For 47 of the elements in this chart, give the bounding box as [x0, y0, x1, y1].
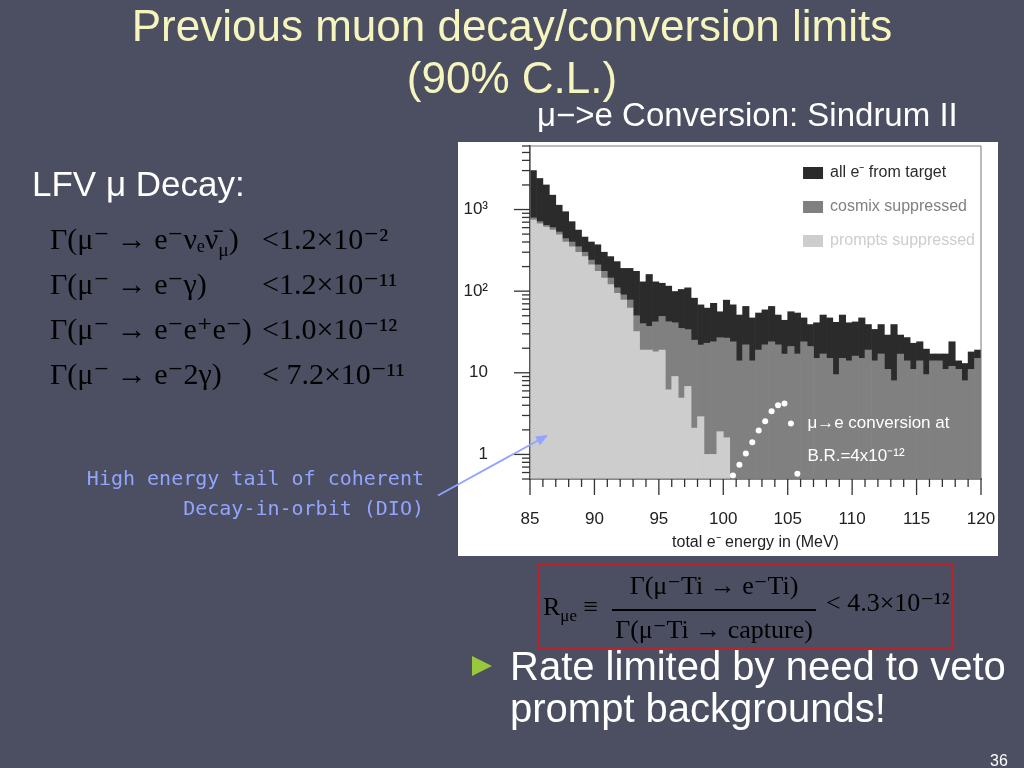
bar — [613, 287, 621, 294]
point — [742, 450, 749, 457]
point — [775, 402, 782, 409]
text: Γ(μ⁻Ti → capture) — [614, 614, 814, 646]
annotation: High energy tail of coherent Decay-in-orbit (DIO) — [85, 465, 424, 522]
bar — [600, 270, 608, 279]
text: <1.2×10⁻¹¹ — [262, 266, 398, 302]
x-tick-label: 85 — [520, 508, 540, 528]
text: R$_{μe}$ ≡ — [543, 591, 599, 627]
x-tick-label: 90 — [584, 508, 604, 528]
x-tick-label: 115 — [903, 508, 931, 528]
point — [787, 420, 794, 427]
text: <1.0×10⁻¹² — [262, 311, 398, 347]
y-tick-label: 10² — [463, 280, 489, 300]
point — [794, 470, 801, 477]
text: < 4.3×10⁻¹² — [826, 587, 950, 619]
point — [768, 408, 775, 415]
text: Γ(μ⁻ → e⁻2γ) — [50, 356, 222, 392]
text: LFV μ Decay: — [32, 164, 245, 204]
text: Γ(μ⁻Ti → e⁻Ti) — [628, 570, 800, 602]
text: 36 — [990, 751, 1008, 768]
bar — [587, 259, 595, 266]
x-tick-label: 100 — [709, 508, 738, 528]
point — [749, 439, 756, 446]
text: Rate limited by need to veto prompt backgrounds! — [510, 644, 1007, 730]
x-tick-label: 95 — [649, 508, 669, 528]
point — [729, 472, 736, 479]
x-tick-label: 120 — [966, 508, 996, 528]
text: Γ(μ⁻ → e⁻γ) — [50, 266, 207, 302]
point — [736, 461, 743, 468]
legend-label: all e⁻ from target — [830, 163, 947, 181]
bar — [574, 246, 582, 253]
series-label: μ→e conversion at B.R.=4x10⁻¹² — [807, 413, 950, 466]
legend-label: cosmix suppressed — [830, 197, 967, 215]
text: < 7.2×10⁻¹¹ — [262, 356, 405, 392]
x-axis-title: total e⁻ energy in (MeV) — [672, 532, 839, 550]
x-tick-label: 110 — [838, 508, 866, 528]
y-tick-label: 10³ — [463, 199, 489, 219]
point — [762, 418, 769, 425]
text: <1.2×10⁻² — [262, 221, 389, 257]
point — [755, 427, 762, 434]
x-tick-label: 105 — [773, 508, 802, 528]
point — [781, 400, 788, 407]
y-tick-label: 1 — [478, 444, 488, 464]
y-tick-label: 10 — [469, 362, 488, 382]
text: Γ(μ⁻ → e⁻e⁺e⁻) — [50, 311, 252, 347]
text: Γ(μ⁻ → e⁻νₑν̄$_{μ}$) — [50, 221, 239, 260]
